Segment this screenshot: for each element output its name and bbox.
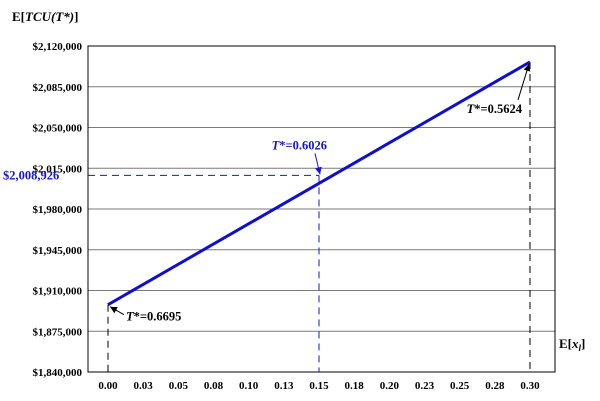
plot-area-frame — [87, 45, 556, 373]
annotations-layer: $2,008,926 T*=0.6695 T*=0.6026 T*=0.5624 — [3, 63, 531, 324]
x-tick-label: 0.08 — [204, 380, 224, 392]
y-tick-label: $1,945,000 — [33, 245, 83, 257]
annotation-arrow-start-head — [110, 306, 118, 314]
y-tick-label: $1,910,000 — [33, 286, 83, 298]
y-axis-title: E[TCU(T*)] — [12, 9, 78, 24]
x-tick-label: 0.30 — [520, 380, 540, 392]
y-tick-label: $1,875,000 — [33, 326, 83, 338]
y-tick-label: $2,015,000 — [33, 163, 83, 175]
x-tick-label: 0.20 — [380, 380, 400, 392]
y-tick-label: $2,085,000 — [33, 82, 83, 94]
y-tick-label: $2,120,000 — [33, 41, 83, 53]
y-tick-label: $2,050,000 — [33, 123, 83, 135]
x-tick-label: 0.00 — [98, 380, 118, 392]
x-tick-label: 0.28 — [485, 380, 505, 392]
y-axis-ticks: $1,840,000 $1,875,000 $1,910,000 $1,945,000… — [33, 41, 83, 379]
x-tick-label: 0.15 — [309, 380, 329, 392]
annotation-label: T*=0.6695 — [126, 310, 181, 324]
x-tick-label: 0.13 — [274, 380, 294, 392]
highlight-y-label: $2,008,926 — [3, 168, 59, 182]
series-line — [107, 60, 531, 307]
grid-lines — [88, 86, 555, 332]
y-tick-label: $1,980,000 — [33, 204, 83, 216]
x-tick-label: 0.03 — [134, 380, 154, 392]
x-tick-label: 0.25 — [450, 380, 470, 392]
x-tick-label: 0.10 — [239, 380, 259, 392]
axis-titles: E[TCU(T*)] E[xl] — [12, 9, 585, 353]
y-tick-label: $1,840,000 — [33, 367, 83, 379]
guide-lines — [88, 61, 531, 372]
x-axis-ticks: 0.00 0.03 0.05 0.08 0.10 0.13 0.15 0.18 0.20 0.23… — [98, 380, 540, 392]
x-axis-title: E[xl] — [559, 336, 585, 353]
annotation-arrow-end-head — [523, 63, 531, 72]
annotation-arrow-mid-head — [314, 166, 322, 175]
annotation-label: T*=0.6026 — [272, 138, 327, 152]
series-layer — [107, 60, 531, 307]
annotation-label: T*=0.5624 — [467, 102, 523, 116]
x-tick-label: 0.05 — [169, 380, 189, 392]
x-tick-label: 0.18 — [345, 380, 365, 392]
x-tick-label: 0.23 — [415, 380, 435, 392]
